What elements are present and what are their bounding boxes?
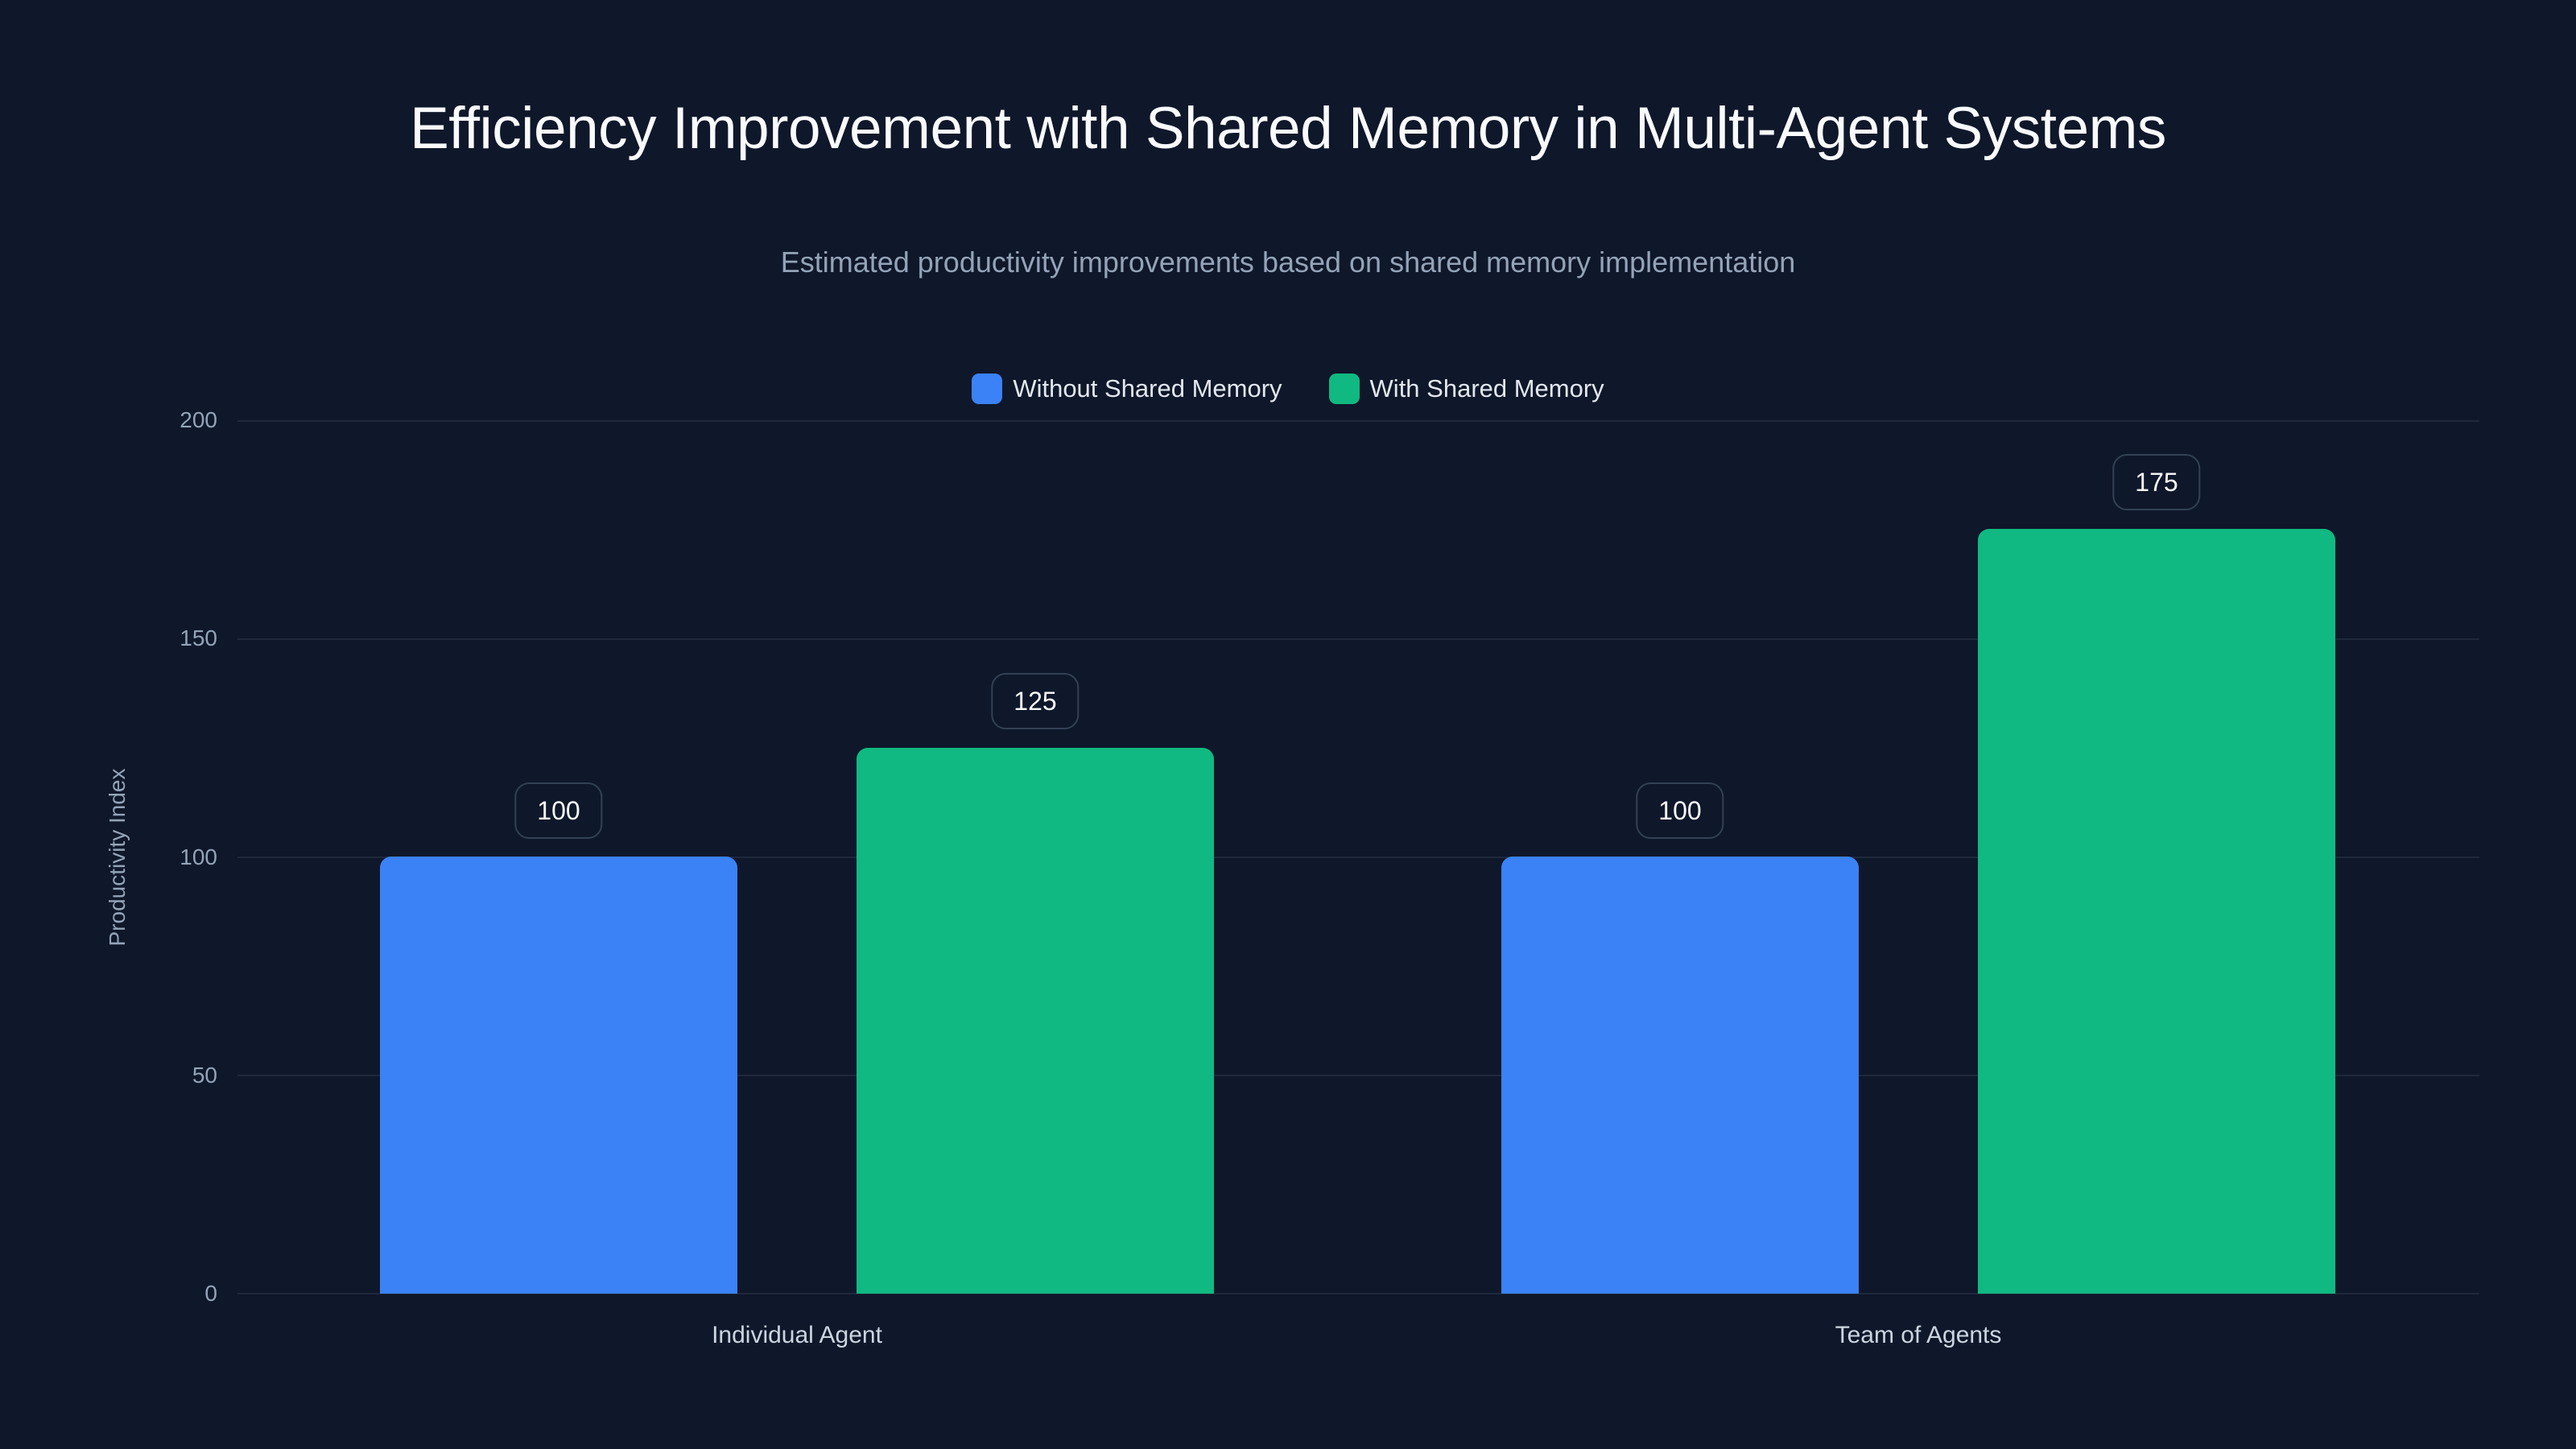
- legend-label: Without Shared Memory: [1013, 374, 1282, 402]
- legend: Without Shared Memory With Shared Memory: [0, 374, 2576, 404]
- y-tick-200: 200: [180, 407, 217, 432]
- y-tick-150: 150: [180, 625, 217, 650]
- chart-subtitle: Estimated productivity improvements base…: [780, 246, 1796, 279]
- bar-team-without-shared-memory[interactable]: [1501, 857, 1859, 1294]
- legend-swatch-blue-icon: [972, 374, 1003, 404]
- gridline-100: [237, 857, 2479, 858]
- bar-team-with-shared-memory[interactable]: [1978, 529, 2335, 1294]
- gridline-50: [237, 1075, 2479, 1076]
- value-label-team-with: 175: [2112, 454, 2201, 510]
- y-tick-0: 0: [204, 1281, 217, 1306]
- y-tick-100: 100: [180, 844, 217, 869]
- bar-individual-with-shared-memory[interactable]: [857, 748, 1214, 1294]
- x-tick-individual-agent: Individual Agent: [712, 1322, 882, 1348]
- legend-item-with-shared-memory[interactable]: With Shared Memory: [1328, 374, 1604, 404]
- plot-area: [237, 420, 2479, 1294]
- value-label-team-without: 100: [1636, 782, 1724, 839]
- legend-item-without-shared-memory[interactable]: Without Shared Memory: [972, 374, 1282, 404]
- legend-swatch-green-icon: [1328, 374, 1360, 404]
- value-label-individual-with: 125: [991, 673, 1080, 729]
- value-label-individual-without: 100: [514, 782, 603, 839]
- x-tick-team-of-agents: Team of Agents: [1835, 1322, 2002, 1348]
- legend-label: With Shared Memory: [1369, 374, 1604, 402]
- gridline-150: [237, 638, 2479, 640]
- baseline-0: [237, 1293, 2479, 1294]
- gridline-200: [237, 420, 2479, 422]
- bar-individual-without-shared-memory[interactable]: [380, 857, 737, 1294]
- y-tick-50: 50: [192, 1063, 217, 1088]
- chart-title: Efficiency Improvement with Shared Memor…: [410, 96, 2166, 161]
